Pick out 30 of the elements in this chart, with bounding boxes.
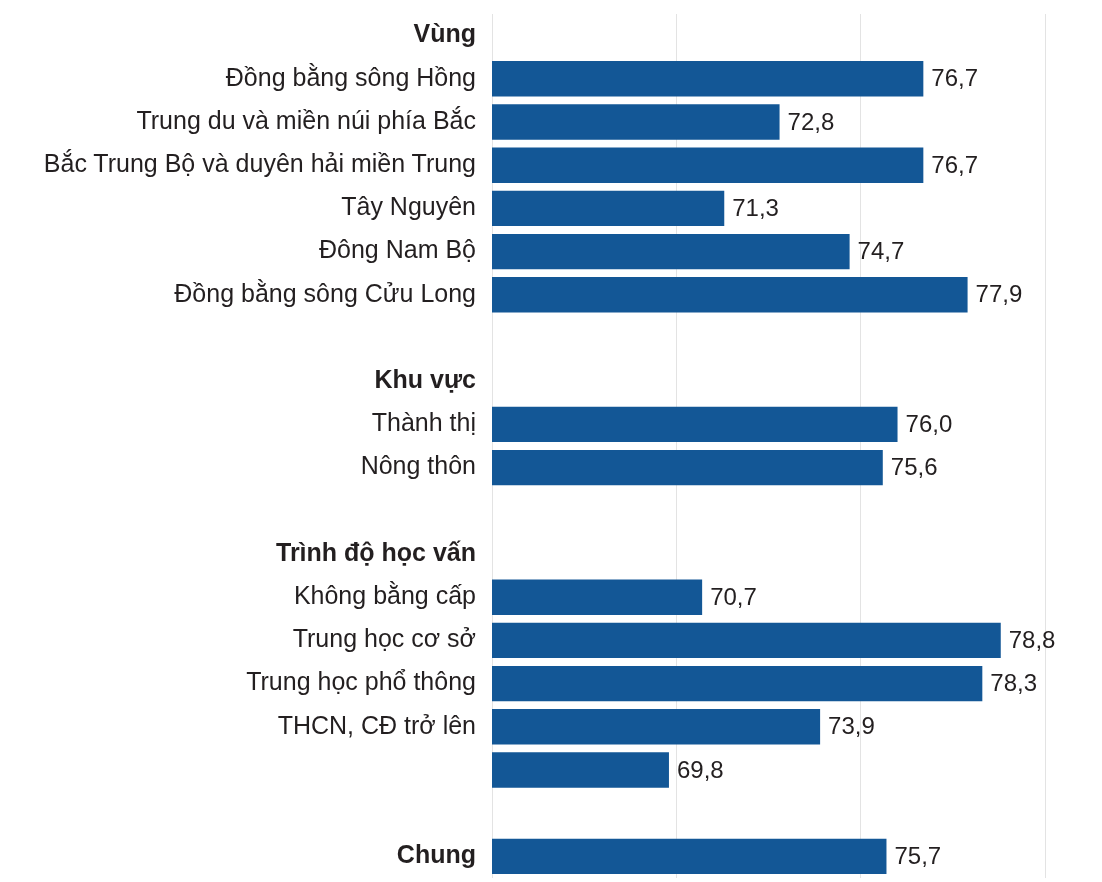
y-tick-label: THCN, CĐ trở lên [277, 710, 476, 739]
y-tick-label: Chung [396, 840, 476, 869]
y-tick-label: Đồng bằng sông Hồng [225, 62, 476, 91]
data-label: 77,9 [975, 280, 1023, 308]
data-label: 71,3 [732, 194, 779, 222]
y-tick-label: Đông Nam Bộ [318, 235, 476, 264]
data-label: 74,7 [857, 237, 905, 265]
data-label: 76,7 [931, 64, 979, 92]
y-tick-label: Trung học phổ thông [246, 667, 476, 696]
y-tick-label: Khu vực [374, 365, 477, 394]
data-label: 76,7 [931, 150, 979, 178]
y-tick-label: Không bằng cấp [293, 581, 476, 610]
y-tick-label: Bắc Trung Bộ và duyên hải miền Trung [43, 149, 476, 178]
y-tick-label: Trình độ học vấn [275, 537, 476, 566]
y-tick-label: Trung du và miền núi phía Bắc [136, 105, 476, 134]
data-label: 69,8 [676, 755, 724, 783]
data-label: 78,8 [1008, 626, 1056, 654]
data-label: 72,8 [787, 107, 835, 135]
data-label: 78,3 [990, 669, 1038, 697]
data-label: 75,6 [890, 453, 938, 481]
y-tick-label: Vùng [413, 19, 476, 48]
data-label: 76,0 [905, 410, 953, 438]
y-tick-label: Nông thôn [360, 451, 476, 480]
y-tick-label: Đồng bằng sông Cửu Long [174, 278, 476, 307]
y-tick-label: Trung học cơ sở [292, 624, 476, 653]
y-tick-label: Tây Nguyên [341, 192, 476, 221]
data-label: 75,7 [894, 842, 942, 870]
data-label: 73,9 [828, 712, 875, 740]
data-label: 70,7 [710, 582, 757, 610]
y-tick-label: Thành thị [371, 408, 476, 437]
